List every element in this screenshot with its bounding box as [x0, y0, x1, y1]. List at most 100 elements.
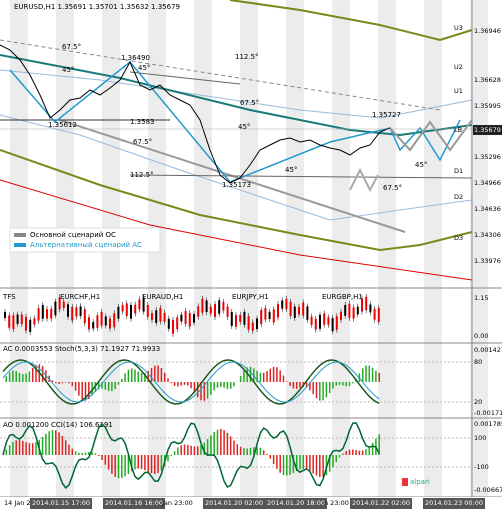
candle: [201, 298, 204, 313]
candle: [121, 304, 124, 312]
panel-axis-label: 20: [474, 398, 482, 406]
legend-swatch: [14, 243, 26, 247]
candle: [25, 316, 27, 331]
candle: [340, 311, 342, 320]
price-label: 1.35296: [474, 153, 501, 161]
candle: [243, 311, 246, 325]
symbol-label: EURCHF,H1: [60, 293, 100, 301]
candle: [310, 316, 313, 325]
candle: [142, 297, 145, 312]
candle: [260, 310, 263, 325]
price-label: 1.34306: [474, 231, 501, 239]
symbol-label: EURAUD,H1: [142, 293, 183, 301]
ao-panel: AO 0.001200 CCI(14) 106.6191 0.001785 100 -…: [0, 420, 502, 494]
panel-axis-label: -0.006675: [474, 486, 502, 494]
candle: [113, 313, 116, 328]
stoch-signal: [2, 361, 380, 403]
panel-axis-label: 1.15: [474, 294, 488, 302]
candle: [323, 313, 326, 325]
candle: [163, 312, 166, 322]
candle: [109, 318, 111, 329]
candle: [281, 300, 284, 309]
annotation: 45°: [62, 66, 74, 74]
level-label: U2: [454, 63, 463, 71]
time-label: n 23:00: [324, 499, 349, 507]
candle: [58, 297, 61, 310]
candle: [151, 313, 153, 320]
candle: [209, 306, 212, 314]
candle: [100, 312, 103, 326]
logo-icon: [402, 478, 408, 486]
level-label: LB: [454, 126, 462, 134]
annotation: 112.5°: [235, 53, 259, 61]
time-highlight: [103, 498, 166, 509]
candle: [83, 309, 86, 324]
price-label: 1.34636: [474, 205, 501, 213]
panel-title: AC 0.0003553 Stoch(5,3,3) 71.1927 71.993…: [3, 345, 160, 353]
time-highlight: [265, 498, 328, 509]
candle: [138, 299, 141, 310]
candle: [247, 316, 250, 330]
ac-panel: AC 0.0003553 Stoch(5,3,3) 71.1927 71.993…: [0, 345, 502, 417]
annotation: 45°: [238, 123, 250, 131]
candle: [285, 298, 288, 310]
candle: [172, 319, 174, 334]
candle: [188, 313, 191, 327]
candle: [264, 308, 267, 320]
time-label: 2014.01.23 00:00: [425, 499, 483, 507]
stripe: [470, 0, 488, 497]
candle: [92, 322, 95, 329]
candle: [289, 301, 292, 316]
price-label: 1.35995: [474, 102, 501, 110]
legend-box: [9, 227, 161, 253]
level-label: D3: [454, 234, 463, 242]
stripe: [332, 0, 350, 497]
candle: [176, 317, 179, 330]
time-label: 2014.01.20 18:00: [267, 499, 325, 507]
candle: [235, 315, 237, 327]
candle: [306, 306, 309, 320]
candle: [239, 314, 242, 322]
time-label: 2014.01.16 16:00: [105, 499, 163, 507]
candle: [54, 301, 57, 316]
stripe: [424, 0, 442, 497]
annotations: 67.5° 45° 1.36490 45° 1.35612 1.3583 67.5° 112.…: [48, 43, 427, 192]
time-highlight: [30, 498, 93, 509]
candle: [155, 310, 158, 323]
candle: [218, 300, 221, 314]
candle: [4, 312, 6, 318]
time-highlight: [350, 498, 413, 509]
annotation: 67.5°: [240, 99, 259, 107]
candle: [361, 298, 363, 312]
level-label: U1: [454, 87, 463, 95]
cci-line: [2, 422, 380, 489]
price-label: 1.34966: [474, 179, 501, 187]
annotation: 45°: [285, 166, 297, 174]
annotation: 45°: [138, 64, 150, 72]
annotation: 1.35612: [48, 121, 77, 129]
panel-axis-label: -100: [474, 463, 489, 471]
candle: [352, 307, 355, 319]
annotation: 112.5°: [130, 171, 154, 179]
candle: [344, 305, 347, 316]
candle: [41, 305, 44, 319]
level-label: D2: [454, 193, 463, 201]
stripe: [286, 0, 304, 497]
annotation: 1.36490: [121, 54, 150, 62]
candle: [104, 316, 107, 326]
candle: [8, 315, 11, 328]
time-label: 14 Jan 2014: [4, 499, 43, 507]
time-label: 2014.01.15 17:00: [32, 499, 90, 507]
candle: [268, 311, 271, 319]
candle: [117, 306, 120, 319]
candle: [214, 304, 216, 317]
candle: [369, 304, 372, 313]
price-label: 1.36628: [474, 76, 501, 84]
candle: [33, 318, 36, 325]
legend-entry: Альтернативный сценарий АС: [30, 241, 142, 249]
price-label: 1.33976: [474, 257, 501, 265]
price-label: 1.35679: [474, 126, 501, 134]
annotation: 1.35727: [372, 111, 401, 119]
candle: [226, 306, 229, 317]
